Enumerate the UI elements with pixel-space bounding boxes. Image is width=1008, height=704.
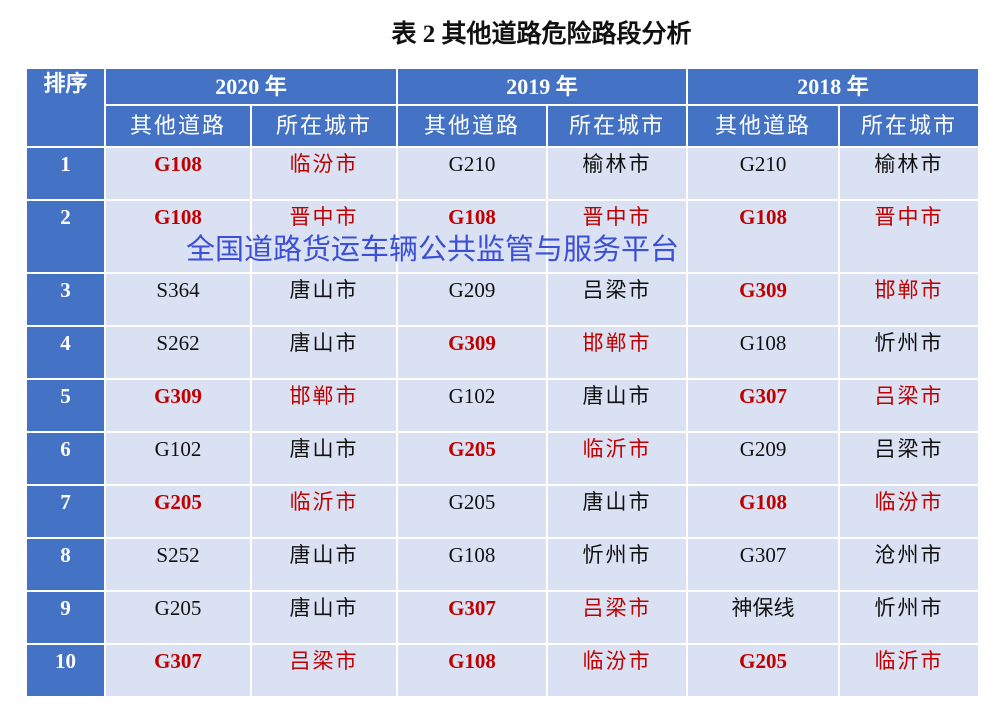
city-cell: 唐山市 <box>249 272 399 327</box>
road-cell: G205 <box>686 643 841 698</box>
road-cell: G108 <box>686 484 841 539</box>
city-cell: 晋中市 <box>249 199 399 274</box>
road-cell: G102 <box>104 431 252 486</box>
rank-cell: 8 <box>25 537 106 592</box>
city-cell: 唐山市 <box>249 590 399 645</box>
city-column-header: 所在城市 <box>838 104 981 148</box>
city-column-header: 所在城市 <box>249 104 399 148</box>
rank-cell: 7 <box>25 484 106 539</box>
city-cell: 晋中市 <box>546 199 689 274</box>
rank-cell: 6 <box>25 431 106 486</box>
city-cell: 临汾市 <box>838 484 981 539</box>
road-cell: S262 <box>104 325 252 380</box>
road-cell: G307 <box>104 643 252 698</box>
road-cell: G108 <box>104 146 252 201</box>
city-cell: 晋中市 <box>838 199 981 274</box>
road-cell: G205 <box>396 484 549 539</box>
city-cell: 忻州市 <box>838 325 981 380</box>
rank-header: 排序 <box>25 67 106 148</box>
city-cell: 临沂市 <box>546 431 689 486</box>
road-column-header: 其他道路 <box>686 104 841 148</box>
city-column-header: 所在城市 <box>546 104 689 148</box>
road-cell: G210 <box>396 146 549 201</box>
road-cell: G210 <box>686 146 841 201</box>
road-cell: G309 <box>104 378 252 433</box>
city-cell: 临汾市 <box>546 643 689 698</box>
watermark: 全国道路货运车辆公共监管与服务平台 <box>186 232 680 266</box>
year-header: 2020 年 <box>103 67 399 106</box>
city-cell: 忻州市 <box>838 590 981 645</box>
city-cell: 吕梁市 <box>249 643 399 698</box>
road-cell: G205 <box>104 484 252 539</box>
city-cell: 吕梁市 <box>838 431 981 486</box>
dangerous-road-table: 排序 2020 年 2019 年 2018 年 其他道路 所在城市 其他道路 所在城市… <box>25 67 981 698</box>
table-row: 1 G108 临汾市 G210 榆林市 G210 榆林市 <box>25 146 981 201</box>
city-cell: 邯郸市 <box>249 378 399 433</box>
city-cell: 唐山市 <box>249 431 399 486</box>
road-cell: G108 <box>396 643 549 698</box>
road-cell: G102 <box>396 378 549 433</box>
road-cell: 神保线 <box>686 590 841 645</box>
rank-cell: 10 <box>25 643 106 698</box>
rank-cell: 3 <box>25 272 106 327</box>
city-cell: 邯郸市 <box>546 325 689 380</box>
road-cell: G108 <box>396 199 549 274</box>
road-cell: G108 <box>686 199 841 274</box>
road-cell: G205 <box>396 431 549 486</box>
road-column-header: 其他道路 <box>104 104 252 148</box>
road-cell: G108 <box>686 325 841 380</box>
road-cell: S364 <box>104 272 252 327</box>
road-cell: G205 <box>104 590 252 645</box>
city-cell: 唐山市 <box>249 325 399 380</box>
city-cell: 吕梁市 <box>546 272 689 327</box>
table-row: 4 S262 唐山市 G309 邯郸市 G108 忻州市 <box>25 325 981 380</box>
city-cell: 吕梁市 <box>838 378 981 433</box>
road-cell: G209 <box>686 431 841 486</box>
city-cell: 唐山市 <box>546 484 689 539</box>
city-cell: 唐山市 <box>546 378 689 433</box>
table-row: 6 G102 唐山市 G205 临沂市 G209 吕梁市 <box>25 431 981 486</box>
table-row: 8 S252 唐山市 G108 忻州市 G307 沧州市 <box>25 537 981 592</box>
road-cell: G307 <box>396 590 549 645</box>
city-cell: 榆林市 <box>546 146 689 201</box>
table-title: 表 2 其他道路危险路段分析 <box>391 21 692 48</box>
table-row: 3 S364 唐山市 G209 吕梁市 G309 邯郸市 <box>25 272 981 327</box>
city-cell: 忻州市 <box>546 537 689 592</box>
city-cell: 吕梁市 <box>546 590 689 645</box>
city-cell: 邯郸市 <box>838 272 981 327</box>
table-row: 2 G108 晋中市 G108 晋中市 G108 晋中市 <box>25 199 981 274</box>
road-cell: G307 <box>686 537 841 592</box>
table-row: 10 G307 吕梁市 G108 临汾市 G205 临沂市 <box>25 643 981 698</box>
city-cell: 临沂市 <box>838 643 981 698</box>
table-row: 9 G205 唐山市 G307 吕梁市 神保线 忻州市 <box>25 590 981 645</box>
road-cell: S252 <box>104 537 252 592</box>
rank-cell: 9 <box>25 590 106 645</box>
rank-cell: 2 <box>25 199 106 274</box>
city-cell: 临沂市 <box>249 484 399 539</box>
city-cell: 榆林市 <box>838 146 981 201</box>
table-row: 5 G309 邯郸市 G102 唐山市 G307 吕梁市 <box>25 378 981 433</box>
city-cell: 沧州市 <box>838 537 981 592</box>
rank-cell: 4 <box>25 325 106 380</box>
year-header: 2019 年 <box>396 67 689 106</box>
rank-cell: 1 <box>25 146 106 201</box>
road-cell: G309 <box>396 325 549 380</box>
road-cell: G309 <box>686 272 841 327</box>
road-cell: G108 <box>104 199 252 274</box>
road-cell: G307 <box>686 378 841 433</box>
road-cell: G209 <box>396 272 549 327</box>
road-cell: G108 <box>396 537 549 592</box>
table-row: 7 G205 临沂市 G205 唐山市 G108 临汾市 <box>25 484 981 539</box>
year-header: 2018 年 <box>686 67 981 106</box>
city-cell: 临汾市 <box>249 146 399 201</box>
road-column-header: 其他道路 <box>396 104 549 148</box>
city-cell: 唐山市 <box>249 537 399 592</box>
rank-cell: 5 <box>25 378 106 433</box>
